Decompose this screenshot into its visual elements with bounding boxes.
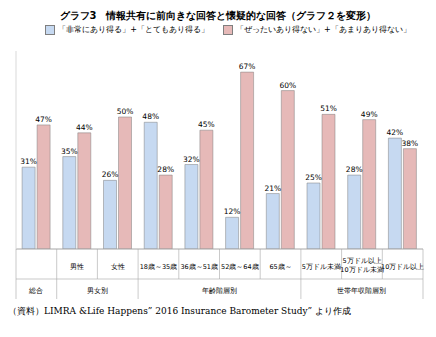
svg-text:31%: 31%: [20, 157, 37, 166]
svg-text:10万ドル以上: 10万ドル以上: [381, 263, 424, 271]
svg-text:女性: 女性: [111, 263, 125, 271]
svg-text:44%: 44%: [76, 123, 93, 132]
svg-text:世帯年収階層別: 世帯年収階層別: [337, 287, 386, 295]
svg-text:45%: 45%: [198, 120, 215, 129]
svg-text:36歳～51歳: 36歳～51歳: [180, 263, 218, 271]
svg-text:26%: 26%: [102, 170, 119, 179]
svg-text:25%: 25%: [305, 173, 322, 182]
svg-text:28%: 28%: [157, 165, 174, 174]
svg-text:28%: 28%: [346, 165, 363, 174]
html-text:グラフ3 情報共有に前向きな回答と懐疑的な回答（グラフ２を変: グラフ3 情報共有に前向きな回答と懐疑的な回答（グラフ２を変形）: [59, 10, 377, 21]
svg-text:35%: 35%: [61, 147, 78, 156]
svg-text:47%: 47%: [35, 115, 52, 124]
svg-text:5万ドル未満: 5万ドル未満: [302, 263, 341, 271]
svg-text:51%: 51%: [320, 104, 337, 113]
svg-text:38%: 38%: [402, 139, 419, 148]
svg-text:18歳～35歳: 18歳～35歳: [140, 263, 178, 271]
svg-text:52歳～64歳: 52歳～64歳: [221, 263, 259, 271]
svg-text:48%: 48%: [142, 112, 159, 121]
svg-text:21%: 21%: [264, 184, 281, 193]
svg-text:年齢階層別: 年齢階層別: [202, 287, 237, 295]
svg-text:12%: 12%: [224, 207, 241, 216]
svg-text:50%: 50%: [117, 107, 134, 116]
svg-text:65歳～: 65歳～: [269, 263, 291, 271]
svg-text:10万ドル未満: 10万ドル未満: [340, 266, 383, 274]
html-text:「ぜったいあり得ない」+「あまりあり得ない」: 「ぜったいあり得ない」+「あまりあり得ない」: [236, 25, 411, 34]
svg-text:49%: 49%: [361, 110, 378, 119]
html-text:（資料）LIMRA &Life Happens” 2016: （資料）LIMRA &Life Happens” 2016 Insurance …: [8, 306, 351, 316]
svg-text:男女別: 男女別: [87, 287, 108, 295]
svg-text:60%: 60%: [279, 81, 296, 90]
svg-text:男性: 男性: [70, 263, 84, 271]
svg-text:5万ドル以上: 5万ドル以上: [342, 257, 381, 265]
svg-text:総合: 総合: [28, 287, 43, 295]
html-text:「非常にあり得る」+「とてもあり得る」: 「非常にあり得る」+「とてもあり得る」: [58, 25, 209, 34]
svg-text:42%: 42%: [387, 128, 404, 137]
svg-text:67%: 67%: [239, 62, 256, 71]
svg-text:32%: 32%: [183, 155, 200, 164]
